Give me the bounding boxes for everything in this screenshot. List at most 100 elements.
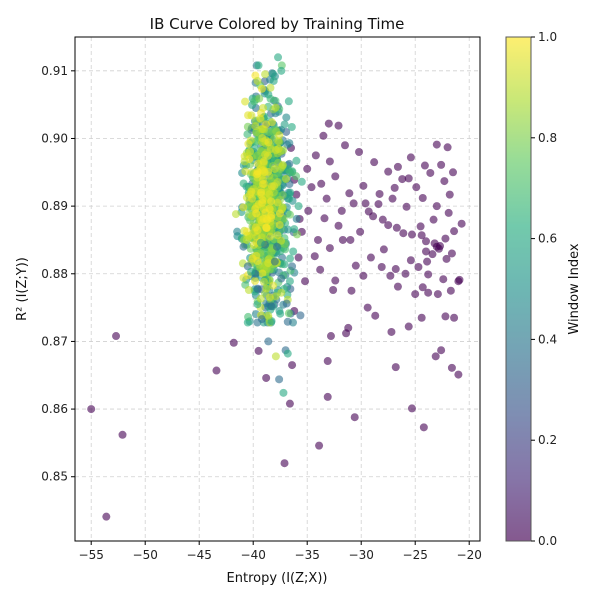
data-point	[430, 239, 439, 248]
y-tick-label: 0.89	[41, 199, 68, 213]
data-point	[442, 254, 451, 263]
data-point	[344, 323, 353, 332]
colorbar-gradient	[505, 36, 532, 542]
colorbar-tick-label: 0.2	[538, 433, 557, 447]
data-point	[393, 162, 402, 171]
colorbar: 0.0 0.2 0.4 0.6 0.8 1.0 Window Index	[505, 30, 582, 548]
data-point	[414, 263, 423, 272]
data-point	[338, 235, 347, 244]
data-point	[258, 180, 267, 189]
data-point	[337, 206, 346, 215]
data-point	[283, 317, 292, 326]
data-point	[387, 327, 396, 336]
data-point	[433, 290, 442, 299]
data-point	[384, 167, 393, 176]
data-point	[450, 227, 459, 236]
data-point	[286, 254, 295, 263]
data-point	[264, 311, 273, 320]
data-point	[450, 313, 459, 322]
data-point	[292, 190, 301, 199]
data-point	[257, 315, 266, 324]
data-point	[441, 234, 450, 243]
data-point	[429, 215, 438, 224]
data-point	[253, 76, 262, 85]
data-point	[407, 230, 416, 239]
data-point	[359, 181, 368, 190]
data-point	[270, 257, 279, 266]
data-point	[288, 361, 297, 370]
data-point	[359, 271, 368, 280]
data-point	[269, 281, 278, 290]
data-point	[240, 157, 249, 166]
data-point	[363, 303, 372, 312]
data-point	[370, 158, 379, 167]
data-point	[303, 164, 312, 173]
data-point	[323, 392, 332, 401]
data-point	[401, 269, 410, 278]
y-tick-label: 0.91	[41, 64, 68, 78]
data-point	[399, 229, 408, 238]
data-point	[455, 275, 464, 284]
data-point	[252, 209, 261, 218]
data-point	[351, 261, 360, 270]
x-tick-label: −35	[295, 548, 320, 562]
data-point	[242, 235, 251, 244]
data-point	[284, 97, 293, 106]
data-point	[280, 459, 289, 468]
data-point	[441, 312, 450, 321]
y-tick-label: 0.90	[41, 131, 68, 145]
data-point	[334, 221, 343, 230]
data-point	[314, 235, 322, 244]
data-point	[244, 111, 253, 120]
data-point	[271, 352, 280, 361]
data-point	[264, 90, 273, 99]
data-point	[447, 363, 456, 372]
data-point	[283, 225, 292, 234]
data-point	[440, 177, 449, 186]
data-point	[282, 113, 291, 122]
data-point	[102, 512, 111, 521]
data-point	[310, 252, 319, 261]
data-point	[243, 122, 252, 131]
data-point	[317, 179, 326, 188]
data-point	[457, 219, 466, 228]
data-point	[254, 346, 263, 355]
data-point	[331, 276, 340, 285]
data-point	[416, 222, 425, 231]
data-point	[241, 167, 250, 176]
data-point	[269, 69, 278, 78]
data-point	[260, 277, 268, 286]
data-point	[267, 211, 276, 220]
x-tick-label: −40	[241, 548, 266, 562]
data-point	[366, 253, 375, 262]
data-point	[294, 253, 303, 262]
data-point	[244, 286, 253, 295]
data-point	[361, 199, 370, 208]
data-point	[244, 312, 253, 321]
data-point	[377, 263, 386, 272]
data-point	[334, 121, 343, 130]
x-axis-label: Entropy (I(Z;X))	[227, 571, 328, 586]
data-point	[263, 151, 272, 160]
data-point	[311, 151, 320, 160]
data-point	[280, 260, 289, 269]
data-point	[379, 245, 388, 254]
data-point	[423, 257, 432, 266]
data-point	[447, 249, 456, 258]
data-point	[384, 221, 393, 230]
data-point	[323, 357, 332, 366]
data-point	[402, 202, 411, 211]
data-point	[391, 265, 400, 274]
data-point	[437, 160, 446, 169]
colorbar-tick-label: 0.8	[538, 131, 557, 145]
data-point	[273, 198, 282, 207]
data-point	[251, 223, 260, 232]
data-point	[243, 130, 252, 139]
data-point	[347, 286, 356, 295]
data-point	[273, 231, 282, 240]
data-point	[418, 194, 427, 203]
data-point	[265, 190, 274, 199]
colorbar-tick-label: 0.6	[538, 232, 557, 246]
data-point	[412, 183, 421, 192]
data-point	[262, 373, 271, 382]
